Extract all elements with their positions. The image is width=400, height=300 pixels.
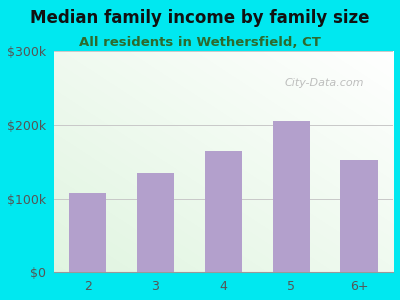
Bar: [69, 193, 106, 272]
Bar: [205, 151, 242, 272]
Bar: [137, 173, 174, 272]
Text: Median family income by family size: Median family income by family size: [30, 9, 370, 27]
Bar: [272, 121, 310, 272]
Text: All residents in Wethersfield, CT: All residents in Wethersfield, CT: [79, 36, 321, 49]
Bar: [340, 160, 378, 272]
Text: City-Data.com: City-Data.com: [284, 77, 364, 88]
